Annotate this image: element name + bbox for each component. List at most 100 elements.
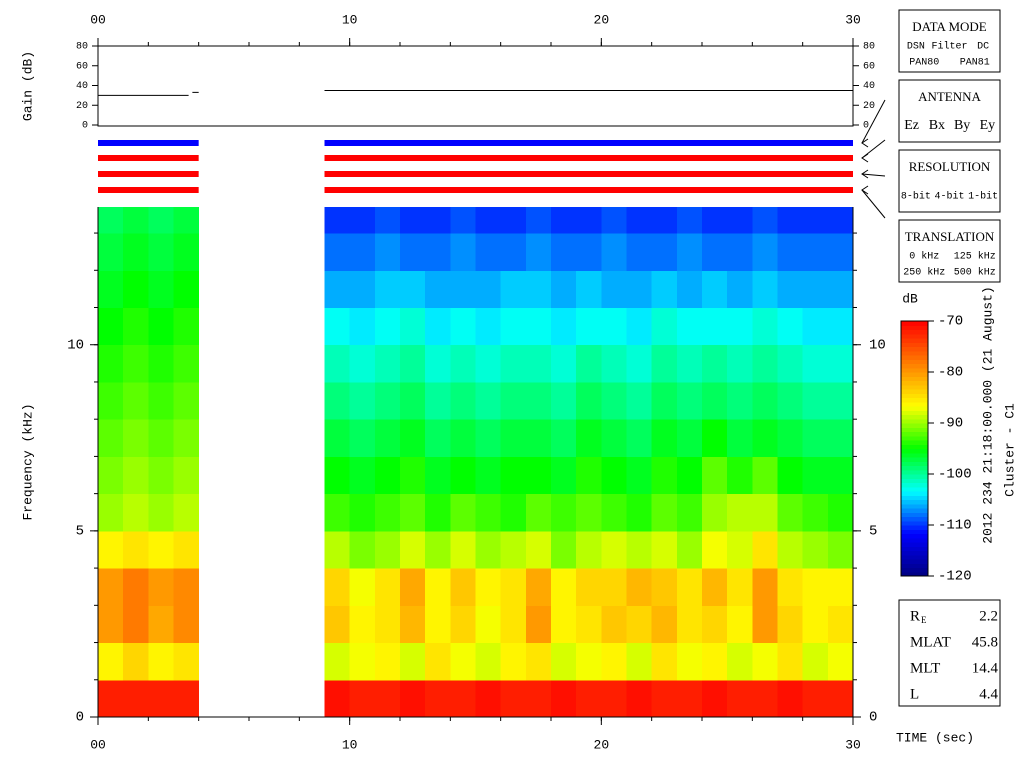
- cell: [148, 679, 174, 718]
- cell: [475, 493, 502, 532]
- cell: [702, 605, 728, 644]
- time-axis-label: TIME (sec): [896, 730, 974, 745]
- y-tick-label: 10: [67, 337, 84, 353]
- cell: [827, 568, 854, 606]
- colorbar-step: [901, 325, 928, 330]
- cell: [349, 307, 376, 346]
- cell: [500, 493, 527, 532]
- cell: [802, 207, 829, 234]
- cell: [475, 568, 502, 606]
- colorbar-step: [901, 333, 928, 339]
- cell: [425, 679, 451, 718]
- cell: [651, 642, 678, 681]
- colorbar-tick-label: -110: [938, 518, 972, 534]
- colorbar-step: [901, 440, 928, 445]
- cell: [475, 233, 502, 271]
- cell: [802, 381, 829, 420]
- cell: [727, 307, 753, 346]
- cell: [727, 270, 753, 309]
- cell: [173, 307, 200, 346]
- cell: [349, 381, 376, 420]
- colorbar-step: [901, 512, 928, 517]
- connector: [861, 99, 886, 144]
- cell: [702, 381, 728, 420]
- cell: [802, 233, 829, 271]
- cell: [777, 307, 804, 346]
- info-value: 4.4: [979, 686, 998, 702]
- cell: [349, 207, 376, 234]
- cell: [173, 493, 200, 532]
- cell: [601, 456, 627, 495]
- cell: [651, 207, 678, 234]
- cell: [651, 419, 678, 457]
- cell: [551, 419, 577, 457]
- colorbar-step: [901, 516, 928, 522]
- cell: [123, 207, 149, 234]
- cell: [123, 530, 149, 569]
- x-tick-label: 30: [845, 12, 861, 27]
- legend-item: 500 kHz: [954, 267, 996, 279]
- cell: [450, 605, 476, 644]
- x-tick-label: 00: [90, 12, 106, 27]
- colorbar-step: [901, 384, 928, 390]
- arrow: [861, 138, 869, 148]
- cell: [576, 456, 602, 495]
- cell: [601, 207, 627, 234]
- cell: [676, 207, 703, 234]
- cell: [651, 493, 678, 532]
- cell: [827, 456, 854, 495]
- cell: [148, 381, 174, 420]
- cell: [752, 679, 778, 718]
- cell: [551, 642, 577, 681]
- cell: [727, 605, 753, 644]
- cell: [374, 493, 401, 532]
- colorbar-step: [901, 546, 928, 551]
- cell: [324, 605, 351, 644]
- cell: [475, 307, 502, 346]
- legend-title: TRANSLATION: [905, 229, 995, 244]
- cell: [777, 679, 804, 718]
- cell: [173, 207, 200, 234]
- cell: [525, 381, 552, 420]
- y-tick-label: 5: [869, 524, 877, 540]
- cell: [349, 679, 376, 718]
- legend-item: 4-bit: [934, 191, 964, 203]
- cell: [525, 307, 552, 346]
- cell: [500, 456, 527, 495]
- colorbar-step: [901, 499, 928, 505]
- x-tick-label: 10: [342, 737, 358, 752]
- cell: [802, 605, 829, 644]
- cell: [651, 381, 678, 420]
- colorbar-step: [901, 393, 928, 398]
- y-tick-label: 40: [863, 81, 875, 92]
- colorbar-tick-label: -120: [938, 569, 972, 585]
- spectrogram: [98, 207, 854, 718]
- colorbar-step: [901, 452, 928, 458]
- cell: [551, 233, 577, 271]
- cell: [148, 233, 174, 271]
- cell: [676, 381, 703, 420]
- cell: [802, 530, 829, 569]
- cell: [752, 530, 778, 569]
- cell: [400, 233, 426, 271]
- colorbar-step: [901, 525, 928, 530]
- colorbar-step: [901, 469, 928, 475]
- cell: [802, 307, 829, 346]
- cell: [702, 568, 728, 606]
- cell: [576, 568, 602, 606]
- cell: [525, 679, 552, 718]
- cell: [525, 344, 552, 383]
- legend-item: PAN81: [960, 58, 990, 69]
- cell: [148, 493, 174, 532]
- colorbar-step: [901, 495, 928, 500]
- cell: [525, 530, 552, 569]
- legend-item: 0 kHz: [909, 251, 939, 263]
- cell: [374, 344, 401, 383]
- cell: [626, 233, 653, 271]
- cell: [802, 456, 829, 495]
- cell: [802, 419, 829, 457]
- cell: [400, 456, 426, 495]
- cell: [777, 207, 804, 234]
- cell: [123, 679, 149, 718]
